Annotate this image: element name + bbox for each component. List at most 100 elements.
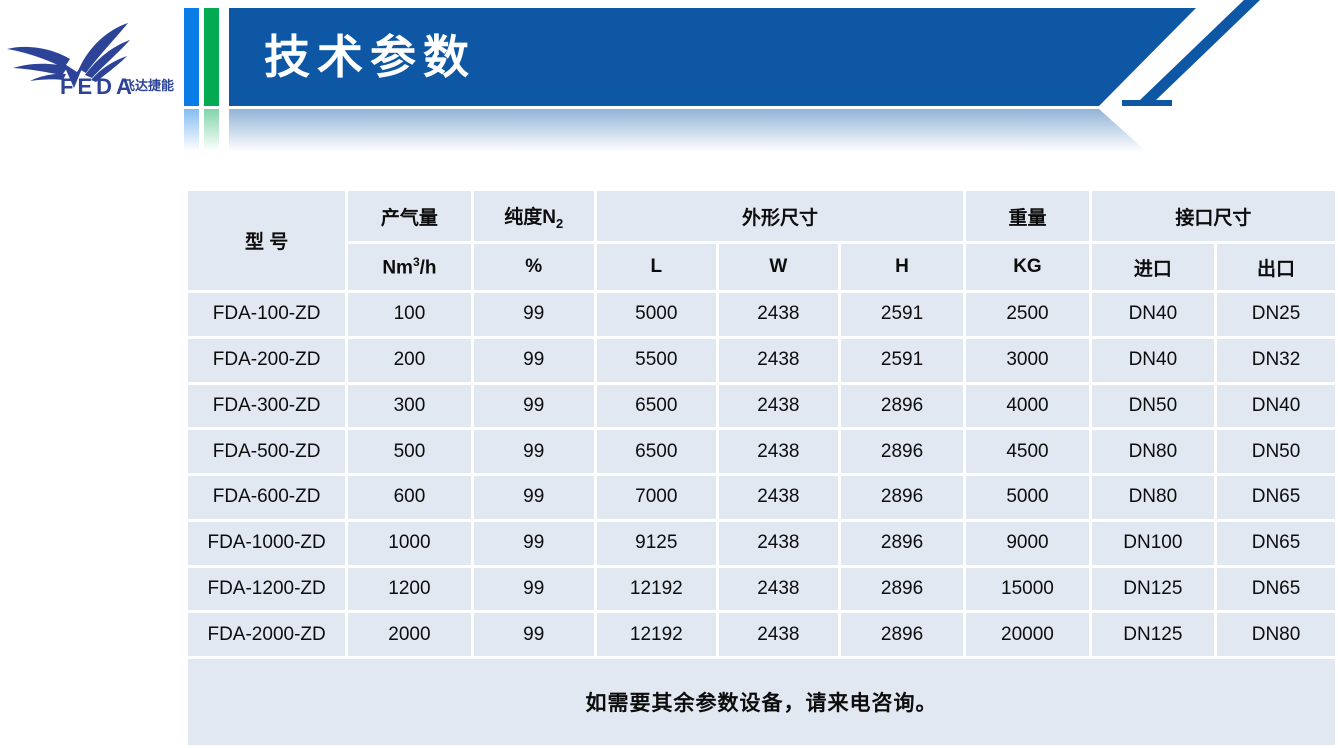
table-cell: DN125 [1091,567,1215,611]
col-header-H: H [840,244,964,290]
purity-label: 纯度N [504,206,556,228]
table-cell: 2591 [840,293,964,336]
table-cell: 2500 [966,293,1089,336]
model-cell: FDA-2000-ZD [188,613,346,656]
gas-unit-superscript: 3 [412,254,420,269]
table-cell: 6500 [596,430,716,473]
diagonal-accent-line [1140,0,1260,100]
accent-stripe-blue [184,8,199,106]
gas-unit-rest: /h [419,257,437,279]
spec-table-container: 型 号 产气量 纯度N2 外形尺寸 重量 接口尺寸 Nm3/h % L W H … [185,188,1338,748]
col-header-outlet: 出口 [1217,244,1335,290]
table-cell: 99 [473,476,594,519]
col-header-interface: 接口尺寸 [1091,191,1335,241]
model-cell: FDA-100-ZD [188,293,346,336]
col-header-model: 型 号 [188,191,346,290]
table-cell: 4000 [966,384,1089,428]
table-cell: DN40 [1217,384,1335,428]
spec-table: 型 号 产气量 纯度N2 外形尺寸 重量 接口尺寸 Nm3/h % L W H … [185,188,1338,748]
model-cell: FDA-600-ZD [188,476,346,519]
table-row: FDA-500-ZD 500 99 6500 2438 2896 4500 DN… [188,430,1335,473]
logo-wing-upper-icon [85,40,130,78]
table-cell: DN125 [1091,613,1215,656]
logo-wing-left-icon [13,63,68,75]
table-cell: 20000 [966,613,1089,656]
col-header-KG: KG [966,244,1089,290]
diagonal-accent-foot [1122,100,1172,106]
accent-stripe-green [204,8,219,106]
table-cell: 12192 [596,567,716,611]
feda-logo: FEDA 飞达捷能 [7,23,174,99]
page-title: 技术参数 [264,31,476,83]
table-row: FDA-300-ZD 300 99 6500 2438 2896 4000 DN… [188,384,1335,428]
logo-brand-cn-text: 飞达捷能 [122,78,174,93]
table-cell: DN80 [1091,430,1215,473]
table-cell: DN65 [1217,476,1335,519]
table-cell: 2438 [718,430,838,473]
model-cell: FDA-1200-ZD [188,567,346,611]
table-cell: 600 [348,476,471,519]
table-cell: 2438 [718,567,838,611]
table-cell: 2438 [718,338,838,382]
table-cell: 2000 [348,613,471,656]
table-cell: DN40 [1091,293,1215,336]
model-cell: FDA-200-ZD [188,338,346,382]
table-cell: 2438 [718,293,838,336]
table-cell: DN32 [1217,338,1335,382]
title-banner-graphic [184,0,1260,152]
table-cell: 2438 [718,384,838,428]
stripe-green-reflection [204,109,219,151]
table-cell: 2896 [840,384,964,428]
table-cell: 2896 [840,476,964,519]
footer-note: 如需要其余参数设备，请来电咨询。 [188,659,1335,745]
table-cell: 99 [473,567,594,611]
table-cell: 2438 [718,521,838,565]
table-footer-row: 如需要其余参数设备，请来电咨询。 [188,659,1335,745]
table-cell: 99 [473,613,594,656]
table-cell: 4500 [966,430,1089,473]
table-cell: 300 [348,384,471,428]
table-row: FDA-2000-ZD 2000 99 12192 2438 2896 2000… [188,613,1335,656]
col-header-W: W [718,244,838,290]
col-header-dimensions: 外形尺寸 [596,191,964,241]
table-cell: 9125 [596,521,716,565]
logo-wing-upper-icon [79,23,128,73]
table-cell: 5000 [966,476,1089,519]
bar-reflection [229,109,1147,152]
table-cell: 3000 [966,338,1089,382]
table-cell: DN65 [1217,521,1335,565]
table-cell: 2438 [718,613,838,656]
table-row: FDA-100-ZD 100 99 5000 2438 2591 2500 DN… [188,293,1335,336]
table-cell: 99 [473,338,594,382]
header-row-groups: 型 号 产气量 纯度N2 外形尺寸 重量 接口尺寸 [188,191,1335,290]
table-cell: 100 [348,293,471,336]
table-cell: 6500 [596,384,716,428]
table-cell: 2591 [840,338,964,382]
table-cell: 2896 [840,613,964,656]
col-header-purity-unit: % [473,244,594,290]
table-cell: 2896 [840,521,964,565]
table-row: FDA-1000-ZD 1000 99 9125 2438 2896 9000 … [188,521,1335,565]
gas-unit-base: Nm [382,257,413,279]
col-header-gas-unit: Nm3/h [348,244,471,290]
table-cell: 99 [473,430,594,473]
table-cell: 1200 [348,567,471,611]
logo-body-icon [63,56,87,88]
table-cell: DN25 [1217,293,1335,336]
table-cell: 200 [348,338,471,382]
table-cell: 5000 [596,293,716,336]
model-cell: FDA-500-ZD [188,430,346,473]
table-cell: DN40 [1091,338,1215,382]
table-cell: DN80 [1091,476,1215,519]
table-cell: DN65 [1217,567,1335,611]
table-cell: 1000 [348,521,471,565]
table-cell: 12192 [596,613,716,656]
table-cell: DN80 [1217,613,1335,656]
title-bar [229,8,1196,106]
col-header-L: L [596,244,716,290]
table-cell: 99 [473,384,594,428]
table-cell: 2438 [718,476,838,519]
table-cell: 15000 [966,567,1089,611]
stripe-blue-reflection [184,109,199,151]
